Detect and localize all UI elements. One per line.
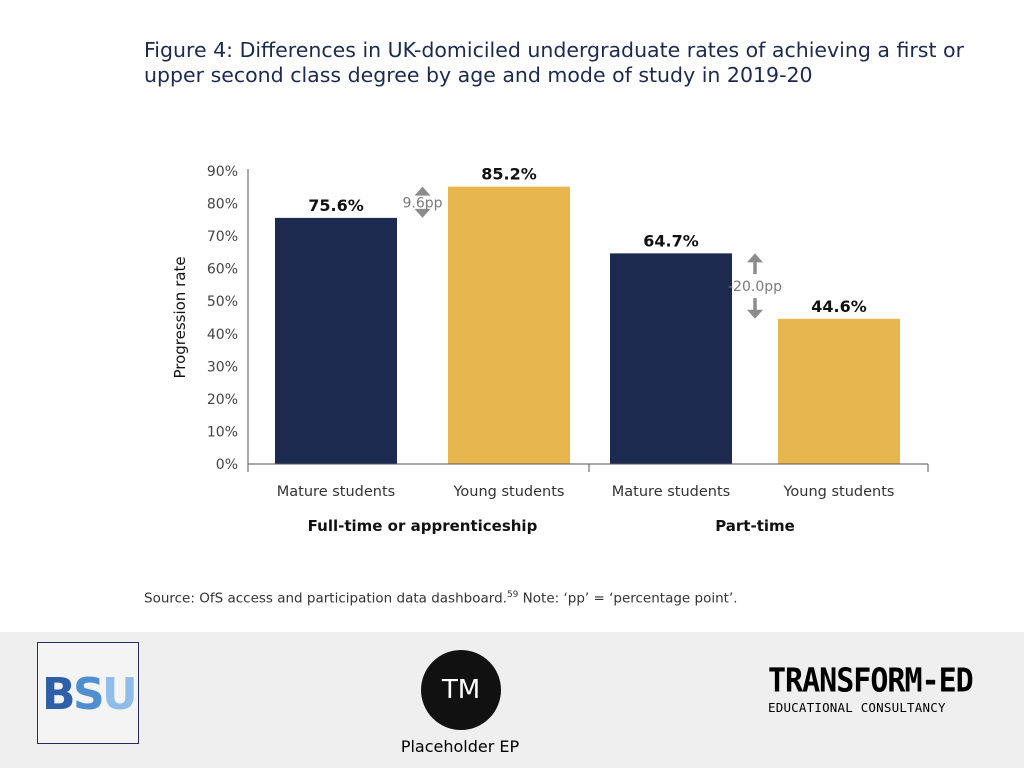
group-label: Part-time — [715, 517, 795, 535]
data-label: 64.7% — [643, 231, 699, 250]
y-tick-label: 90% — [207, 164, 238, 180]
x-tick-label: Mature students — [612, 484, 730, 500]
source-note: Source: OfS access and participation dat… — [144, 590, 738, 607]
gap-arrow: -20.0pp — [728, 253, 782, 319]
y-tick-label: 10% — [207, 424, 238, 440]
tm-logo: TM — [421, 650, 501, 730]
x-tick-label: Young students — [453, 484, 565, 500]
gap-label: 9.6pp — [402, 195, 442, 211]
y-tick-label: 0% — [216, 457, 238, 473]
group-label: Full-time or apprenticeship — [308, 517, 538, 535]
y-tick-label: 80% — [207, 197, 238, 213]
transform-ed-tagline: EDUCATIONAL CONSULTANCY — [768, 700, 946, 715]
arrow-head-up — [414, 186, 431, 196]
y-tick-label: 50% — [207, 294, 238, 310]
x-axis: Mature students Young students Mature stud… — [247, 463, 929, 535]
bar-chart: 0% 10% 20% 30% 40% 50% 60% 70% 80% 90% Progression… — [171, 164, 929, 535]
value-labels: 75.6% 85.2% 64.7% 44.6% — [308, 165, 867, 316]
bsu-letter-b: B — [42, 669, 76, 720]
source-footnote: 59 — [506, 590, 519, 600]
data-label: 75.6% — [308, 196, 364, 215]
bar — [448, 186, 570, 465]
y-axis-label: Progression rate — [171, 256, 189, 378]
source-suffix: Note: ‘pp’ = ‘percentage point’. — [518, 590, 738, 607]
bsu-letter-s: S — [73, 669, 105, 720]
y-axis: 0% 10% 20% 30% 40% 50% 60% 70% 80% 90% Progression… — [171, 164, 249, 473]
x-tick-label: Mature students — [277, 484, 395, 500]
y-tick-label: 20% — [207, 392, 238, 408]
arrow-head-up — [747, 253, 763, 263]
y-tick-label: 60% — [207, 262, 238, 278]
y-tick-label: 30% — [207, 359, 238, 375]
y-tick-label: 40% — [207, 327, 238, 343]
transform-ed-logo: TRANSFORM-ED EDUCATIONAL CONSULTANCY — [768, 661, 988, 716]
y-tick-label: 70% — [207, 229, 238, 245]
source-prefix: Source: OfS access and participation dat… — [144, 590, 507, 607]
gap-annotations: 9.6pp -20.0pp — [402, 186, 782, 319]
figure-title: Figure 4: Differences in UK-domiciled un… — [144, 38, 965, 87]
footer-bar: B S U TM Placeholder EP TRANSFORM-ED EDU… — [0, 632, 1024, 768]
gap-arrow: 9.6pp — [402, 186, 443, 218]
gap-label: -20.0pp — [728, 279, 782, 295]
bar — [778, 318, 900, 464]
x-tick-label: Young students — [783, 484, 895, 500]
arrow-head-down — [414, 208, 431, 218]
bsu-logo: B S U — [37, 642, 139, 744]
data-label: 85.2% — [481, 165, 537, 184]
tm-caption: Placeholder EP — [400, 737, 520, 756]
data-label: 44.6% — [811, 297, 867, 316]
arrow-head-down — [747, 309, 763, 319]
slide: Figure 4: Differences in UK-domiciled un… — [144, 38, 965, 607]
transform-ed-name: TRANSFORM-ED — [768, 661, 974, 701]
bar — [610, 253, 732, 464]
bar — [275, 217, 397, 464]
bsu-letter-u: U — [102, 669, 138, 720]
bars — [275, 186, 900, 465]
bsu-logo-graphic: B S U — [42, 669, 138, 720]
